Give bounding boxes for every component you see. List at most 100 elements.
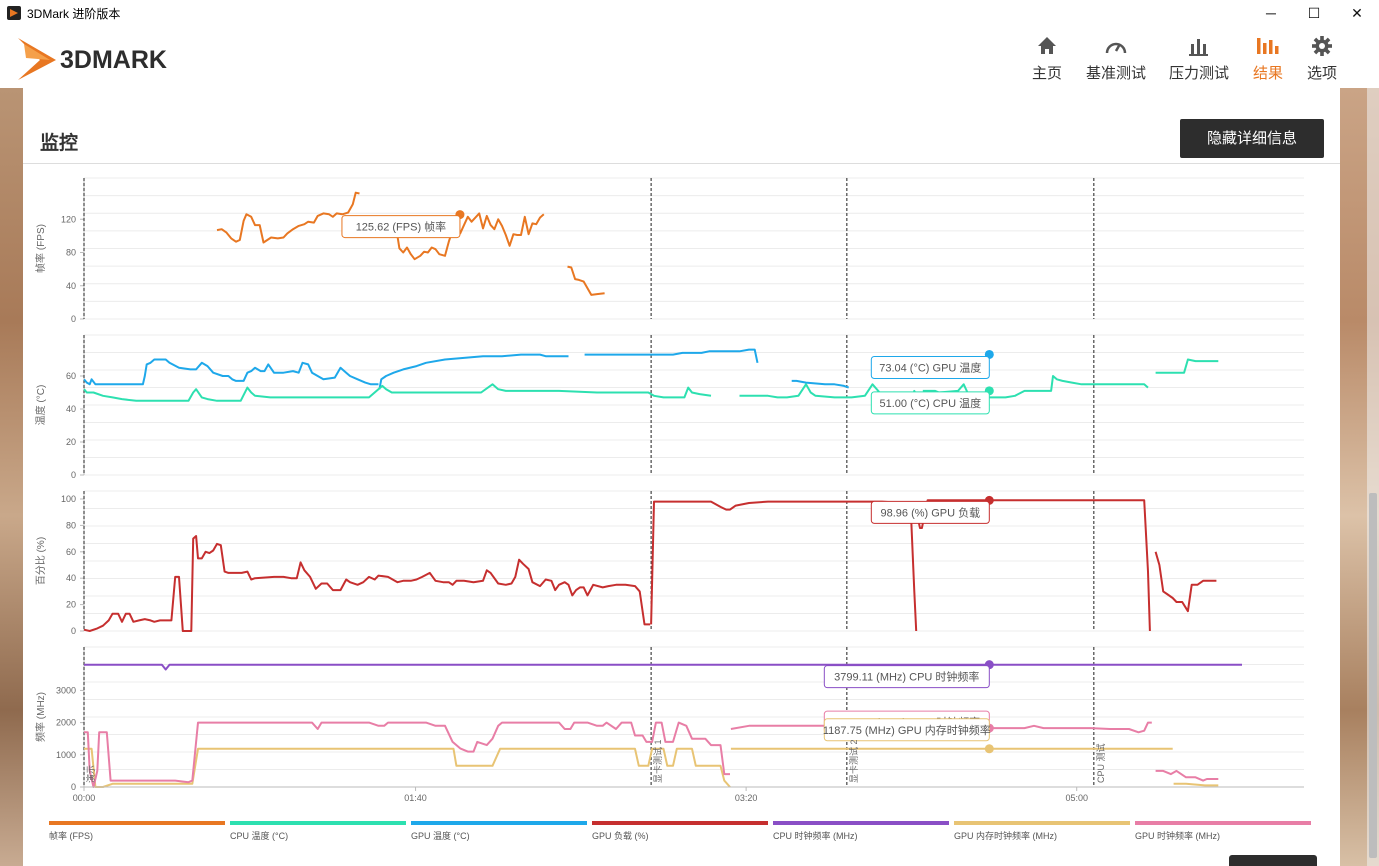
- window-title: 3DMark 进阶版本: [27, 7, 121, 21]
- series-line: [83, 358, 379, 386]
- test-marker-label: 显卡测试 2: [848, 739, 859, 783]
- series-line: [84, 721, 730, 788]
- gauge-icon: [1105, 42, 1127, 54]
- tooltip-box: [870, 500, 990, 524]
- nav-results[interactable]: 结果: [1251, 34, 1285, 86]
- app-icon: [7, 6, 21, 20]
- results-icon: [1257, 38, 1279, 54]
- y-tick-label: 1000: [56, 750, 76, 760]
- tooltip-box: [823, 718, 990, 742]
- y-tick-label: 80: [66, 248, 76, 258]
- x-tick-label: 05:00: [1065, 793, 1088, 803]
- tooltip-box: [870, 391, 990, 415]
- y-tick-label: 0: [71, 314, 76, 324]
- series-line: [1155, 769, 1219, 782]
- y-tick-label: 2000: [56, 718, 76, 728]
- y-tick-label: 40: [66, 404, 76, 414]
- bottom-button[interactable]: [1229, 855, 1317, 866]
- y-tick-label: 60: [66, 371, 76, 381]
- legend-label: GPU 内存时钟频率 (MHz): [954, 830, 1057, 841]
- nav-benchmarks-label: 基准测试: [1085, 65, 1146, 82]
- 3dmark-logo: 3DMARK: [18, 38, 167, 80]
- series-line: [378, 353, 569, 390]
- y-axis-label: 帧率 (FPS): [34, 224, 47, 273]
- y-tick-label: 20: [66, 600, 76, 610]
- series-line: [395, 212, 545, 261]
- series-line: [584, 348, 759, 364]
- x-tick-label: 01:40: [404, 793, 427, 803]
- x-tick-label: 03:20: [735, 793, 758, 803]
- panel-divider: [23, 163, 1340, 164]
- bar-chart-icon: [1189, 39, 1208, 56]
- home-icon: [1038, 37, 1056, 54]
- app-header: 3DMARK 主页 基准测试 压力测试 结果: [0, 26, 1379, 88]
- y-axis-label: 百分比 (%): [35, 537, 47, 585]
- panel-title: 监控: [40, 133, 79, 154]
- series-line: [1154, 551, 1217, 613]
- y-tick-label: 120: [61, 214, 76, 224]
- legend-label: GPU 时钟频率 (MHz): [1135, 830, 1220, 841]
- nav-home-label: 主页: [1031, 65, 1062, 82]
- scrollbar-thumb[interactable]: [1369, 493, 1377, 858]
- series-line: [791, 379, 850, 389]
- tooltip-text: 98.96 (%) GPU 负载: [880, 505, 980, 519]
- nav-benchmarks[interactable]: 基准测试: [1085, 34, 1147, 86]
- legend-swatch: [49, 821, 225, 825]
- series-line: [922, 375, 1149, 399]
- legend-label: CPU 时钟频率 (MHz): [773, 830, 858, 841]
- series-line: [84, 663, 1242, 671]
- title-bar: 3DMark 进阶版本 ─ ☐ ✕: [0, 0, 1379, 26]
- y-tick-label: 0: [71, 782, 76, 792]
- series-line: [567, 265, 605, 296]
- tooltip-box: [341, 215, 461, 239]
- y-tick-label: 100: [61, 494, 76, 504]
- legend-swatch: [230, 821, 406, 825]
- minimize-button[interactable]: ─: [1266, 5, 1276, 21]
- y-tick-label: 60: [66, 547, 76, 557]
- y-tick-label: 20: [66, 437, 76, 447]
- legend-label: GPU 温度 (°C): [411, 830, 470, 841]
- close-button[interactable]: ✕: [1351, 5, 1363, 21]
- y-axis-label: 频率 (MHz): [34, 692, 47, 742]
- legend-swatch: [773, 821, 949, 825]
- hide-details-button[interactable]: 隐藏详细信息: [1180, 119, 1324, 158]
- legend-label: 帧率 (FPS): [49, 830, 93, 841]
- legend-swatch: [954, 821, 1130, 825]
- logo-text: 3DMARK: [60, 46, 167, 74]
- tooltip-box: [823, 665, 990, 689]
- scrollbar[interactable]: [1367, 88, 1379, 866]
- test-marker-label: CPU 测试: [1095, 743, 1106, 783]
- legend-swatch: [592, 821, 768, 825]
- tooltip-dot: [984, 744, 994, 754]
- nav-options-label: 选项: [1306, 65, 1337, 82]
- y-tick-label: 40: [66, 573, 76, 583]
- gear-icon: [1312, 36, 1332, 56]
- tooltip-text: 125.62 (FPS) 帧率: [356, 220, 446, 234]
- y-tick-label: 3000: [56, 685, 76, 695]
- series-line: [84, 747, 731, 788]
- maximize-button[interactable]: ☐: [1307, 5, 1321, 21]
- legend-swatch: [1135, 821, 1311, 825]
- tooltip-text: 3799.11 (MHz) CPU 时钟频率: [834, 670, 979, 684]
- x-tick-label: 00:00: [73, 793, 96, 803]
- y-tick-label: 0: [71, 626, 76, 636]
- tooltip-box: [870, 355, 990, 379]
- background-image-left: [0, 88, 23, 866]
- y-tick-label: 80: [66, 520, 76, 530]
- nav-results-label: 结果: [1252, 65, 1283, 82]
- series-line: [1155, 358, 1219, 374]
- monitoring-charts: 0 40 80 120 帧率 (FPS) 125.62 (FPS) 帧率 0 20 40 60 温度…: [34, 177, 1311, 841]
- tooltip-text: 51.00 (°C) CPU 温度: [880, 396, 982, 410]
- nav-stress-tests[interactable]: 压力测试: [1168, 34, 1230, 86]
- series-line: [1173, 782, 1219, 787]
- y-axis-label: 温度 (°C): [34, 385, 47, 426]
- tooltip-text: 73.04 (°C) GPU 温度: [879, 360, 981, 374]
- tooltip-text: 1187.75 (MHz) GPU 内存时钟频率: [823, 723, 991, 737]
- series-line: [83, 535, 651, 632]
- nav-options[interactable]: 选项: [1305, 34, 1339, 86]
- legend-label: CPU 温度 (°C): [230, 830, 288, 841]
- y-tick-label: 0: [71, 470, 76, 480]
- nav-stress-tests-label: 压力测试: [1168, 65, 1229, 82]
- series-line: [83, 383, 712, 402]
- nav-home[interactable]: 主页: [1027, 34, 1067, 86]
